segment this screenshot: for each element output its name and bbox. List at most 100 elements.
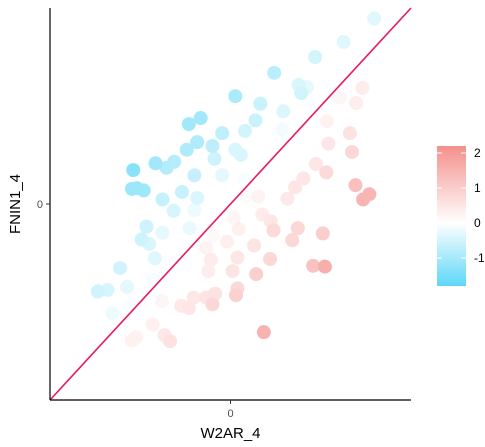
- scatter-point: [179, 142, 194, 157]
- scatter-point: [294, 86, 309, 101]
- scatter-point: [190, 190, 205, 205]
- scatter-point: [230, 250, 245, 265]
- scatter-point: [280, 191, 295, 206]
- scatter-point: [174, 184, 189, 199]
- scatter-point: [267, 65, 282, 80]
- scatter-point: [266, 223, 281, 238]
- points-layer: [90, 11, 382, 349]
- scatter-point: [228, 89, 243, 104]
- scatter-point: [231, 221, 246, 236]
- y-tick-label: 0: [37, 199, 43, 211]
- scatter-point: [263, 252, 278, 267]
- scatter-point: [181, 117, 196, 132]
- scatter-point: [276, 104, 291, 119]
- scatter-point: [249, 267, 264, 282]
- scatter-point: [159, 160, 174, 175]
- scatter-point: [253, 96, 268, 111]
- scatter-point: [166, 203, 181, 218]
- x-axis-title: W2AR_4: [200, 425, 260, 442]
- scatter-point: [306, 103, 321, 118]
- scatter-point: [124, 181, 139, 196]
- scatter-point: [225, 264, 240, 279]
- scatter-point: [355, 80, 370, 95]
- scatter-point: [148, 156, 163, 171]
- scatter-point: [207, 151, 222, 166]
- scatter-point: [208, 286, 223, 301]
- scatter-point: [186, 290, 201, 305]
- scatter-point: [124, 333, 139, 348]
- scatter-point: [247, 238, 262, 253]
- scatter-point: [349, 95, 364, 110]
- scatter-point: [193, 111, 208, 126]
- scatter-point: [296, 171, 311, 186]
- scatter-point: [205, 138, 220, 153]
- scatter-point: [226, 210, 241, 225]
- scatter-point: [220, 234, 235, 249]
- y-axis-title: FNIN1_4: [7, 174, 24, 234]
- legend-tick-label: 2: [474, 146, 481, 160]
- scatter-point: [105, 306, 120, 321]
- scatter-point: [145, 317, 160, 332]
- legend-tick-label: -1: [474, 251, 485, 265]
- scatter-point: [155, 225, 170, 240]
- scatter-point: [237, 172, 252, 187]
- scatter-point: [163, 334, 178, 349]
- scatter-point: [201, 264, 216, 279]
- scatter-point: [251, 189, 266, 204]
- scatter-point: [288, 180, 303, 195]
- y-ticks: 0: [37, 199, 50, 211]
- scatter-point: [134, 232, 149, 247]
- color-legend-ticks: 2 1 0 -1: [437, 146, 485, 265]
- scatter-point: [145, 272, 160, 287]
- scatter-point: [336, 34, 351, 49]
- scatter-point: [154, 294, 169, 309]
- scatter-point: [290, 221, 305, 236]
- scatter-point: [321, 136, 336, 151]
- scatter-point: [182, 221, 197, 236]
- scatter-point: [306, 258, 321, 273]
- legend-tick-label: 0: [474, 216, 481, 230]
- color-legend-bar: [437, 146, 466, 286]
- scatter-point: [190, 135, 205, 150]
- scatter-point: [116, 314, 131, 329]
- scatter-point: [204, 252, 219, 267]
- legend-tick-label: 1: [474, 181, 481, 195]
- scatter-point: [344, 144, 359, 159]
- scatter-point: [256, 325, 271, 340]
- scatter-point: [187, 203, 202, 218]
- scatter-point: [199, 240, 214, 255]
- scatter-point: [317, 259, 332, 274]
- scatter-point: [113, 261, 128, 276]
- scatter-point: [248, 113, 263, 128]
- scatter-point: [342, 126, 357, 141]
- scatter-point: [215, 168, 230, 183]
- scatter-point: [239, 189, 254, 204]
- scatter-point: [229, 288, 244, 303]
- scatter-point: [187, 168, 202, 183]
- scatter-point: [308, 50, 323, 64]
- scatter-point: [120, 279, 135, 294]
- identity-reference-line: [49, 7, 412, 401]
- scatter-point: [215, 126, 230, 141]
- scatter-point: [332, 90, 347, 105]
- scatter-point: [122, 298, 137, 313]
- scatter-point: [228, 142, 243, 157]
- scatter-point: [315, 226, 330, 241]
- scatter-point: [181, 301, 196, 316]
- scatter-point: [356, 192, 371, 207]
- scatter-point: [139, 219, 154, 234]
- scatter-point: [238, 123, 253, 138]
- x-tick-label: 0: [227, 408, 233, 420]
- scatter-point: [275, 122, 290, 137]
- scatter-point: [126, 163, 141, 178]
- scatter-point: [205, 297, 220, 312]
- scatter-point: [90, 284, 105, 299]
- scatter-point: [285, 233, 300, 248]
- scatter-point: [147, 251, 162, 266]
- scatter-point: [258, 160, 273, 175]
- scatter-point: [319, 114, 334, 129]
- scatter-point: [348, 178, 363, 193]
- scatter-point: [206, 228, 221, 243]
- scatter-point: [155, 192, 170, 207]
